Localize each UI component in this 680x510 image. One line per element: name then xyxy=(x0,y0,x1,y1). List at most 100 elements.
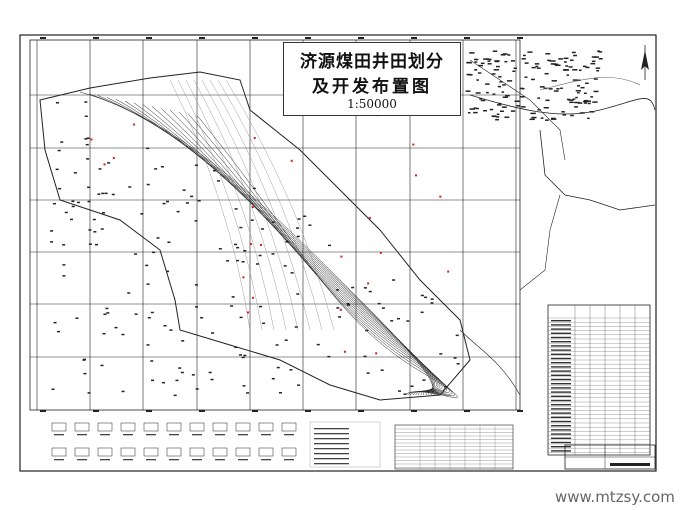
borehole-symbol xyxy=(86,158,90,160)
borehole-symbol xyxy=(151,251,155,254)
grid-tick xyxy=(517,410,523,412)
legend-label xyxy=(169,459,179,461)
borehole-symbol xyxy=(234,346,238,349)
legend-label xyxy=(123,459,133,461)
settlement-symbol xyxy=(499,81,503,83)
borehole-symbol xyxy=(194,284,198,286)
settlement-symbol xyxy=(485,83,490,85)
borehole-symbol xyxy=(145,264,149,267)
contour-line xyxy=(187,113,455,397)
settlement-symbol xyxy=(524,76,528,78)
borehole-symbol xyxy=(84,115,88,118)
data-table-text xyxy=(551,341,571,343)
highlight-symbol xyxy=(412,143,415,146)
legend-symbol xyxy=(74,422,90,432)
borehole-symbol xyxy=(243,249,247,252)
settlement-symbol xyxy=(592,60,596,63)
borehole-symbol xyxy=(83,372,87,375)
grid-tick xyxy=(305,410,311,412)
settlement-symbol xyxy=(519,87,524,90)
grid-tick xyxy=(517,37,523,39)
borehole-symbol xyxy=(211,332,215,334)
grid-tick xyxy=(252,37,258,39)
settlement-symbol xyxy=(544,72,549,75)
borehole-symbol xyxy=(210,378,214,381)
legend-note-text xyxy=(314,463,349,465)
grid-tick xyxy=(358,410,364,412)
legend-symbol xyxy=(281,447,297,457)
settlement-symbol xyxy=(467,112,471,114)
borehole-symbol xyxy=(258,254,262,257)
borehole-symbol xyxy=(430,302,434,304)
borehole-symbol xyxy=(146,283,150,285)
borehole-symbol xyxy=(51,388,55,391)
borehole-symbol xyxy=(154,168,158,170)
settlement-symbol xyxy=(583,102,588,104)
settlement-symbol xyxy=(536,67,541,69)
settlement-symbol xyxy=(569,101,574,104)
borehole-symbol xyxy=(236,259,240,262)
borehole-symbol xyxy=(392,279,396,281)
borehole-symbol xyxy=(178,367,182,369)
settlement-symbol xyxy=(596,69,600,72)
settlement-symbol xyxy=(577,102,583,104)
settlement-symbol xyxy=(595,67,601,69)
borehole-symbol xyxy=(398,390,402,392)
settlement-symbol xyxy=(519,96,525,98)
data-table-text xyxy=(551,404,571,406)
grid-tick xyxy=(40,37,46,39)
highlight-symbol xyxy=(375,352,378,355)
data-table-text xyxy=(551,387,571,389)
grid-tick xyxy=(146,37,152,39)
settlement-symbol xyxy=(495,116,500,118)
settlement-symbol xyxy=(587,117,590,120)
highlight-symbol xyxy=(253,137,256,140)
borehole-symbol xyxy=(94,243,98,246)
borehole-symbol xyxy=(190,195,194,198)
settlement-symbol xyxy=(548,88,553,90)
settlement-symbol xyxy=(573,54,577,57)
highlight-symbol xyxy=(340,255,343,258)
borehole-symbol xyxy=(162,381,166,384)
highlight-symbol xyxy=(259,243,262,246)
borehole-symbol xyxy=(180,371,184,374)
borehole-symbol xyxy=(456,363,460,365)
borehole-symbol xyxy=(71,205,75,208)
borehole-symbol xyxy=(169,329,173,331)
borehole-symbol xyxy=(60,141,64,143)
borehole-symbol xyxy=(338,316,342,318)
contour-line xyxy=(217,79,323,331)
settlement-symbol xyxy=(577,92,580,94)
settlement-symbol xyxy=(474,61,478,63)
settlement-symbol xyxy=(598,58,603,60)
borehole-symbol xyxy=(197,200,201,202)
highlight-symbol xyxy=(290,159,293,162)
settlement-symbol xyxy=(475,92,481,94)
contour-line xyxy=(178,111,453,396)
road-line xyxy=(519,194,561,291)
settlement-symbol xyxy=(592,101,598,103)
settlement-symbol xyxy=(489,108,494,111)
borehole-symbol xyxy=(87,200,91,203)
data-table-text xyxy=(551,433,571,435)
settlement-symbol xyxy=(500,54,506,56)
settlement-symbol xyxy=(537,97,541,99)
borehole-symbol xyxy=(98,168,102,170)
borehole-symbol xyxy=(84,101,88,103)
borehole-symbol xyxy=(185,202,189,204)
legend-symbol xyxy=(166,422,182,432)
borehole-symbol xyxy=(121,333,125,336)
highlight-symbol xyxy=(344,350,347,353)
settlement-symbol xyxy=(585,82,589,85)
settlement-symbol xyxy=(477,72,482,74)
settlement-symbol xyxy=(591,56,597,58)
settlement-symbol xyxy=(516,105,521,107)
legend-symbol xyxy=(97,422,113,432)
grid-tick xyxy=(199,410,205,412)
borehole-symbol xyxy=(396,317,400,320)
legend-label xyxy=(192,434,202,436)
settlement-symbol xyxy=(593,78,598,80)
borehole-symbol xyxy=(327,355,331,358)
